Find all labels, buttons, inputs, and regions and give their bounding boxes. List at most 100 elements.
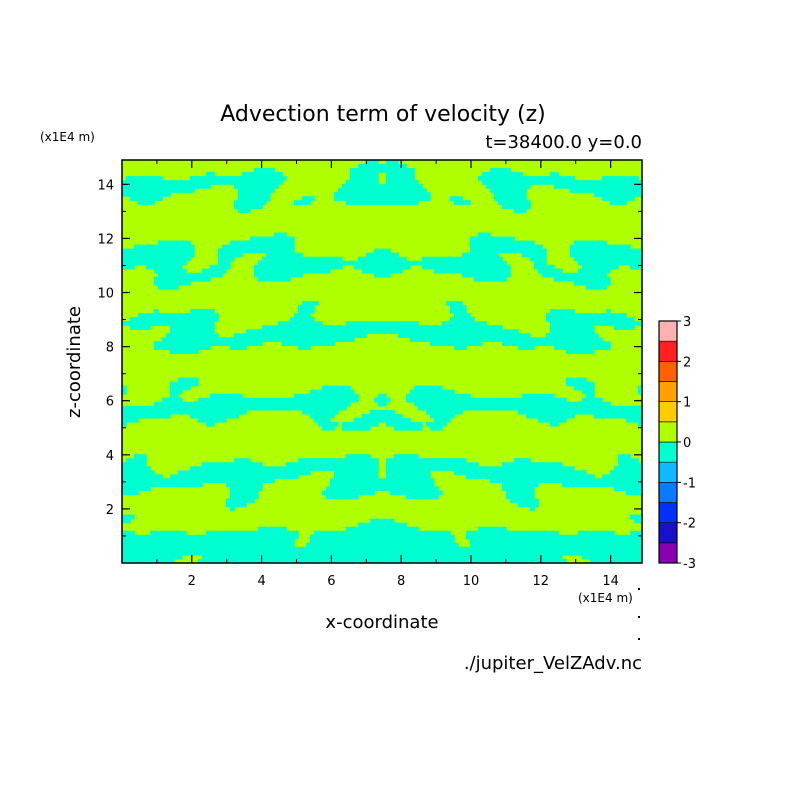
field-region-negative: [526, 413, 575, 419]
field-region-negative: [450, 309, 467, 314]
field-region-negative: [454, 345, 467, 351]
field-region-negative: [618, 454, 631, 459]
field-region-negative: [406, 393, 471, 399]
colorbar-tick-label: 0: [683, 436, 691, 451]
field-region-negative: [310, 389, 355, 395]
field-region-negative: [362, 413, 403, 419]
field-region-negative: [582, 264, 619, 270]
colorbar-segment: [658, 502, 678, 523]
field-region-negative: [306, 542, 459, 548]
y-tick-label: 8: [106, 341, 114, 356]
field-region-negative: [122, 180, 283, 185]
field-region-negative: [554, 276, 611, 282]
field-region-negative: [490, 168, 511, 173]
field-region-negative: [122, 260, 187, 266]
field-region-negative: [170, 325, 215, 330]
field-region-negative: [630, 264, 642, 270]
field-region-negative: [238, 188, 275, 193]
field-region-negative: [618, 458, 639, 463]
field-region-negative: [122, 248, 195, 254]
field-region-negative: [134, 244, 195, 250]
field-region-negative: [582, 554, 642, 560]
field-region-negative: [334, 470, 379, 475]
field-region-negative: [218, 260, 231, 266]
field-region-negative: [170, 349, 199, 355]
field-region-negative: [582, 397, 603, 403]
field-region-negative: [418, 405, 642, 411]
field-region-negative: [226, 498, 255, 504]
field-region-negative: [198, 558, 567, 563]
field-region-negative: [454, 313, 471, 318]
field-region-negative: [426, 421, 447, 427]
field-region-negative: [122, 486, 151, 492]
field-region-negative: [154, 341, 263, 346]
field-region-negative: [490, 478, 642, 483]
field-region-negative: [278, 321, 323, 326]
colorbar-tick-label: 1: [683, 396, 691, 411]
field-region-negative: [406, 397, 567, 403]
field-region-negative: [150, 530, 187, 536]
field-region-negative: [122, 538, 295, 544]
field-region-negative: [570, 252, 642, 258]
field-region-negative: [310, 538, 455, 544]
field-region-negative: [122, 385, 127, 391]
field-region-negative: [230, 240, 295, 246]
field-region-negative: [130, 317, 219, 322]
field-region-negative: [626, 417, 642, 423]
field-region-negative: [430, 425, 443, 431]
field-region-negative: [462, 272, 511, 278]
field-region-negative: [190, 309, 215, 314]
field-region-negative: [242, 172, 283, 177]
field-region-negative: [302, 196, 315, 201]
field-region-negative: [546, 317, 635, 322]
field-region-negative: [154, 401, 351, 407]
field-region-negative: [202, 462, 263, 467]
field-region-negative: [326, 494, 359, 500]
field-region-negative: [378, 393, 387, 399]
field-region-negative: [346, 200, 419, 205]
field-region-negative: [414, 385, 443, 391]
field-region-negative: [470, 240, 535, 246]
field-region-negative: [586, 284, 607, 290]
field-region-negative: [422, 264, 511, 270]
field-region-negative: [238, 192, 271, 197]
field-region-negative: [634, 518, 642, 524]
field-region-negative: [386, 466, 575, 471]
colorbar-segment: [658, 542, 678, 564]
field-region-negative: [550, 321, 642, 326]
y-tick-label: 12: [97, 232, 114, 247]
field-region-negative: [430, 341, 483, 346]
field-region-negative: [122, 264, 135, 270]
source-filename: ./jupiter_VelZAdv.nc: [464, 653, 642, 674]
y-tick-label: 6: [106, 395, 114, 410]
field-region-negative: [154, 280, 191, 286]
field-region-negative: [506, 494, 535, 500]
field-region-negative: [134, 454, 147, 459]
field-region-negative: [122, 405, 347, 411]
field-region-negative: [362, 268, 403, 274]
field-region-negative: [422, 256, 503, 262]
field-region-negative: [314, 530, 451, 536]
field-region-negative: [366, 160, 379, 165]
field-region-negative: [122, 184, 211, 189]
field-region-negative: [298, 305, 315, 310]
field-region-negative: [310, 413, 335, 419]
field-region-negative: [638, 385, 642, 391]
field-region-negative: [426, 409, 463, 415]
field-region-negative: [546, 313, 627, 318]
field-region-negative: [370, 409, 395, 415]
field-region-negative: [574, 280, 611, 286]
field-region-negative: [170, 381, 199, 387]
field-region-negative: [470, 542, 642, 548]
field-region-negative: [322, 385, 351, 391]
field-region-negative: [482, 172, 523, 177]
x-tick-label: 8: [397, 574, 405, 589]
field-region-negative: [454, 470, 587, 475]
field-region-negative: [350, 168, 415, 173]
field-region-negative: [638, 421, 642, 427]
field-region-negative: [470, 244, 543, 250]
y-tick-label: 4: [106, 449, 114, 464]
field-region-negative: [130, 325, 151, 330]
field-region-negative: [218, 256, 235, 262]
